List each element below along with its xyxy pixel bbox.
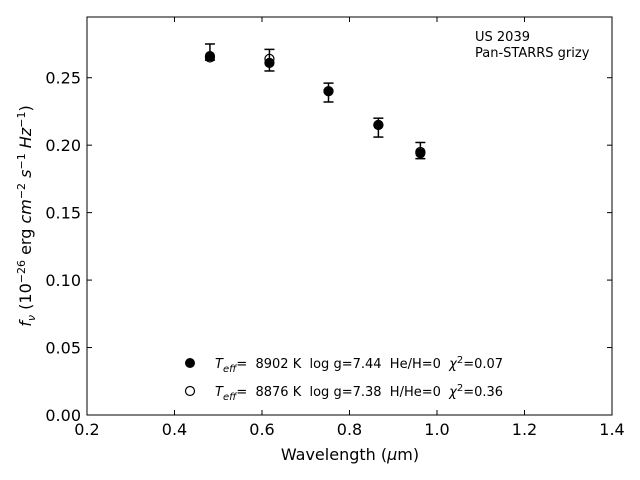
data-marks: [204, 43, 426, 160]
x-tick-label: 1.4: [599, 420, 624, 439]
y-tick-label: 0.05: [45, 339, 81, 358]
plot-frame: [86, 16, 613, 416]
legend-entry-2: Teff= 8876 K log g=7.38 H/He=0 χ2=0.36: [215, 383, 503, 403]
legend-marker-open: [184, 385, 196, 397]
x-axis-label: Wavelength (μm): [281, 445, 419, 464]
data-point-open: [264, 53, 275, 64]
y-tick-label: 0.10: [45, 271, 81, 290]
legend-marker-filled: [185, 358, 195, 368]
legend: Teff= 8902 K log g=7.44 He/H=0 χ2=0.07 T…: [184, 355, 503, 403]
y-tick-label: 0.20: [45, 136, 81, 155]
y-axis-label: fν (10−26 erg cm−2 s−1 Hz−1): [15, 105, 38, 326]
x-tick-label: 1.0: [424, 420, 449, 439]
x-tick-label: 0.6: [249, 420, 274, 439]
data-point-open: [323, 86, 334, 97]
x-tick-label: 1.2: [512, 420, 537, 439]
x-tick-label: 0.8: [337, 420, 362, 439]
annotation-object-name: US 2039: [475, 30, 530, 45]
y-tick-label: 0.00: [45, 406, 81, 425]
y-axis-ticks: 0.00 0.05 0.10 0.15 0.20 0.25: [45, 69, 612, 425]
data-point-open: [204, 52, 216, 63]
x-axis-ticks: 0.2 0.4 0.6 0.8 1.0 1.2 1.4: [74, 17, 625, 439]
legend-entry-1: Teff= 8902 K log g=7.44 He/H=0 χ2=0.07: [215, 355, 503, 375]
x-tick-label: 0.4: [162, 420, 187, 439]
data-point-open: [415, 146, 426, 158]
y-tick-label: 0.15: [45, 204, 81, 223]
annotation-survey: Pan-STARRS grizy: [475, 46, 590, 61]
y-tick-label: 0.25: [45, 69, 81, 88]
data-point-open: [373, 119, 384, 131]
x-tick-label: 0.2: [74, 420, 99, 439]
